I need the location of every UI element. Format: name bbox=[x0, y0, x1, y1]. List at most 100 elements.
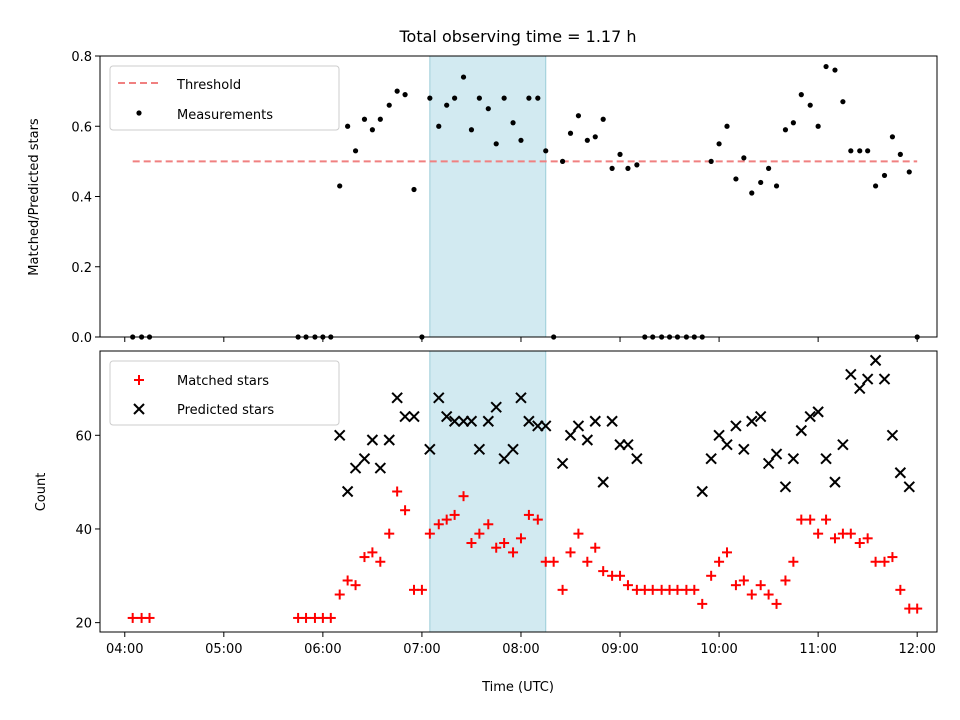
matched-star-point bbox=[325, 612, 336, 623]
x-axis-label: Time (UTC) bbox=[481, 680, 554, 695]
measurement-point bbox=[782, 127, 789, 133]
matched-star-point bbox=[499, 538, 510, 549]
predicted-star-point bbox=[721, 438, 733, 451]
matched-star-point bbox=[342, 575, 353, 586]
measurement-point bbox=[526, 95, 532, 101]
y-tick-label: 60 bbox=[75, 429, 92, 444]
predicted-star-point bbox=[795, 424, 808, 437]
predicted-star-point bbox=[498, 453, 510, 465]
matched-star-point bbox=[854, 538, 865, 549]
x-tick-label: 10:00 bbox=[700, 642, 737, 657]
measurement-point bbox=[609, 165, 615, 171]
measurement-point bbox=[766, 165, 772, 171]
matched-star-point bbox=[887, 552, 898, 563]
measurement-point bbox=[460, 74, 467, 80]
measurement-point bbox=[872, 183, 879, 189]
measurement-point bbox=[749, 190, 755, 196]
x-tick-label: 05:00 bbox=[205, 642, 242, 657]
measurement-point bbox=[337, 183, 343, 189]
predicted-star-point bbox=[886, 429, 899, 442]
measurement-point bbox=[402, 92, 408, 98]
matched-star-point bbox=[647, 584, 658, 595]
legend-matched-label: Matched stars bbox=[177, 374, 269, 389]
y-tick-label: 20 bbox=[75, 617, 92, 632]
predicted-star-point bbox=[837, 438, 849, 451]
top-y-axis-label: Matched/Predicted stars bbox=[27, 118, 42, 276]
matched-star-point bbox=[796, 514, 807, 525]
predicted-star-point bbox=[869, 354, 882, 367]
predicted-star-point bbox=[631, 453, 643, 465]
predicted-star-point bbox=[845, 368, 857, 381]
measurement-point bbox=[724, 123, 730, 129]
matched-star-point bbox=[862, 533, 873, 544]
predicted-star-point bbox=[787, 453, 800, 465]
y-tick-label: 40 bbox=[75, 523, 92, 538]
predicted-star-point bbox=[572, 420, 585, 432]
matched-star-point bbox=[780, 575, 791, 586]
predicted-star-point bbox=[622, 438, 634, 451]
predicted-star-point bbox=[903, 481, 915, 493]
matched-star-point bbox=[367, 547, 378, 558]
measurement-point bbox=[394, 88, 400, 94]
matched-star-point bbox=[615, 570, 626, 581]
measurement-point bbox=[716, 141, 722, 147]
matched-star-point bbox=[870, 556, 881, 567]
measurement-point bbox=[889, 134, 896, 140]
matched-star-point bbox=[788, 556, 799, 567]
measurement-point bbox=[823, 63, 829, 70]
matched-star-point bbox=[375, 556, 386, 567]
predicted-star-point bbox=[804, 410, 816, 423]
x-tick-label: 12:00 bbox=[898, 642, 935, 657]
y-tick-label: 0.6 bbox=[71, 120, 92, 135]
measurement-point bbox=[436, 123, 442, 129]
predicted-star-point bbox=[465, 415, 478, 427]
matched-star-point bbox=[301, 612, 312, 623]
predicted-star-point bbox=[820, 453, 832, 465]
measurement-point bbox=[411, 186, 417, 193]
predicted-star-point bbox=[746, 415, 758, 427]
y-tick-label: 0.8 bbox=[71, 50, 92, 65]
matched-star-point bbox=[424, 528, 435, 539]
measurement-point bbox=[815, 123, 821, 129]
predicted-star-point bbox=[523, 415, 535, 427]
predicted-star-point bbox=[540, 420, 552, 432]
predicted-star-point bbox=[730, 420, 742, 432]
predicted-star-point bbox=[854, 382, 866, 395]
predicted-star-point bbox=[366, 434, 379, 446]
matched-star-point bbox=[523, 509, 534, 520]
measurement-point bbox=[493, 141, 499, 147]
predicted-star-point bbox=[334, 429, 346, 442]
top-legend: Threshold Measurements bbox=[109, 65, 340, 131]
measurement-point bbox=[452, 95, 458, 101]
matched-star-point bbox=[416, 584, 427, 595]
measurement-point bbox=[857, 148, 863, 154]
matched-star-point bbox=[350, 580, 361, 591]
matched-star-point bbox=[714, 556, 725, 567]
matched-star-point bbox=[127, 612, 138, 623]
matched-star-point bbox=[532, 514, 543, 525]
predicted-star-point bbox=[556, 457, 569, 470]
matched-star-point bbox=[813, 528, 824, 539]
count-panel: 20 40 60 04:00 05:00 06:00 07:00 08:00 09:00 10:… bbox=[34, 350, 938, 695]
matched-star-point bbox=[697, 598, 708, 609]
predicted-star-point bbox=[713, 429, 725, 442]
bottom-x-ticks: 04:00 05:00 06:00 07:00 08:00 09:00 10:00 11:00… bbox=[106, 632, 936, 657]
matched-star-point bbox=[144, 612, 155, 623]
predicted-star-point bbox=[812, 406, 824, 418]
predicted-star-point bbox=[482, 415, 494, 427]
matched-star-point bbox=[582, 556, 593, 567]
measurement-point bbox=[485, 106, 491, 112]
top-x-ticks bbox=[124, 337, 918, 342]
measurement-point bbox=[369, 127, 375, 133]
measurement-point bbox=[584, 137, 590, 143]
measurement-point bbox=[386, 102, 392, 108]
measurement-point bbox=[501, 95, 507, 101]
predicted-star-point bbox=[770, 448, 783, 460]
matched-star-point bbox=[557, 584, 568, 595]
x-tick-label: 09:00 bbox=[601, 642, 638, 657]
matched-star-point bbox=[400, 505, 411, 516]
predicted-star-point bbox=[696, 485, 708, 498]
matched-star-point bbox=[771, 598, 782, 609]
predicted-star-point bbox=[564, 429, 577, 442]
matched-star-point bbox=[763, 589, 774, 600]
